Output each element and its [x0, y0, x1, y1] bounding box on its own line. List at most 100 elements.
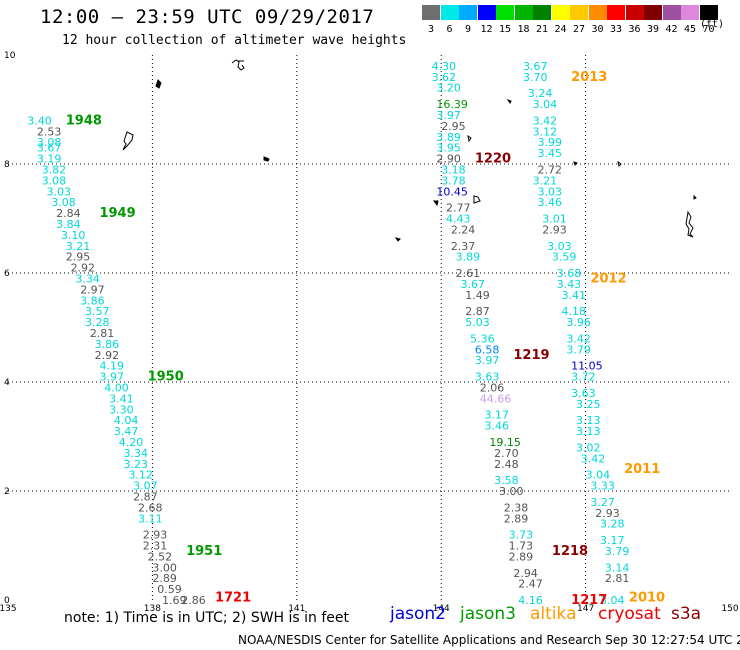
wave-height-value: 3.00	[152, 561, 177, 574]
wave-height-value: 2.77	[446, 202, 471, 215]
legend-label: 70	[702, 24, 715, 35]
wave-height-value: 2.48	[494, 458, 519, 471]
wave-height-value: 3.58	[494, 474, 519, 487]
x-tick-label: 150	[721, 604, 738, 614]
island-shape	[155, 79, 162, 89]
wave-height-value: 2.68	[138, 501, 163, 514]
y-tick-label: 2	[4, 487, 10, 497]
wave-height-value: 3.57	[85, 305, 110, 318]
legend-label: 3	[428, 24, 435, 35]
wave-height-value: 2.87	[465, 305, 490, 318]
wave-height-value: 4.43	[446, 213, 471, 226]
wave-height-value: 2.93	[143, 529, 168, 542]
wave-height-value: 3.95	[436, 142, 461, 155]
pass-time-label: 1219	[513, 348, 549, 363]
wave-height-value: 3.03	[547, 240, 572, 253]
legend-label: 15	[499, 24, 512, 35]
wave-height-value: 3.07	[133, 480, 158, 493]
legend-label: 6	[446, 24, 453, 35]
legend-swatch	[496, 5, 514, 20]
island-shape	[617, 160, 622, 167]
wave-height-value: 3.34	[75, 272, 100, 285]
pass-time-label: 1217	[571, 593, 607, 608]
wave-height-value: 3.28	[85, 316, 110, 329]
legend-label: 39	[647, 24, 660, 35]
wave-height-value: 2.81	[90, 327, 115, 340]
pass-time-label: 1218	[552, 544, 588, 559]
wave-height-value: 2.47	[518, 578, 543, 591]
pass-time-label: 1220	[475, 152, 511, 167]
wave-height-value: 3.67	[460, 278, 485, 291]
wave-height-value: 3.97	[99, 371, 124, 384]
x-tick-label: 141	[288, 604, 305, 614]
wave-height-value: 2.61	[456, 267, 481, 280]
legend-swatch	[588, 5, 607, 20]
wave-height-value: 3.72	[571, 371, 596, 384]
wave-height-value: 3.40	[27, 114, 52, 127]
wave-height-value: 3.89	[456, 251, 481, 264]
y-tick-label: 10	[4, 51, 16, 61]
wave-height-value: 2.37	[451, 240, 476, 253]
wave-height-value: 2.24	[451, 223, 476, 236]
land-islands	[122, 59, 697, 242]
island-shape	[467, 134, 472, 143]
wave-height-value: 3.30	[109, 403, 134, 416]
wave-height-value: 3.41	[109, 392, 134, 405]
page-subtitle: 12 hour collection of altimeter wave hei…	[62, 33, 407, 48]
island-shape	[122, 131, 134, 151]
wave-height-value: 2.89	[509, 550, 534, 563]
satellite-legend-cryosat: cryosat	[598, 604, 661, 624]
wave-height-value: 3.12	[533, 125, 558, 138]
x-tick-label: 147	[577, 604, 594, 614]
wave-height-value: 3.25	[576, 398, 601, 411]
wave-height-value: 3.21	[533, 174, 558, 187]
wave-height-value: 2.90	[436, 153, 461, 166]
wave-height-value: 4.00	[104, 381, 128, 394]
legend-swatch	[570, 5, 588, 20]
wave-height-value: 3.08	[51, 196, 76, 209]
wave-height-value: 3.86	[95, 338, 120, 351]
legend-label: 9	[465, 24, 472, 35]
page-title: 12:00 – 23:59 UTC 09/29/2017	[40, 6, 375, 28]
wave-height-value: 2.53	[37, 125, 62, 138]
wave-height-value: 3.13	[576, 425, 601, 438]
island-shape	[506, 99, 512, 104]
wave-height-value: 3.73	[509, 529, 534, 542]
legend-swatch	[459, 5, 477, 20]
wave-height-value: 3.82	[42, 163, 66, 176]
wave-height-value: 4.19	[99, 360, 124, 373]
wave-height-value: 3.79	[566, 343, 591, 356]
wave-height-value: 3.08	[42, 174, 66, 187]
legend-label: 45	[684, 24, 697, 35]
wave-height-value: 6.58	[475, 343, 500, 356]
wave-height-value: 3.63	[475, 371, 500, 384]
wave-height-value: 3.17	[600, 534, 625, 547]
legend-swatch	[533, 5, 551, 20]
wave-height-value: 3.99	[537, 136, 562, 149]
wave-height-value: 2.93	[542, 223, 567, 236]
wave-height-value: 1.69	[162, 594, 187, 607]
wave-height-value: 3.17	[485, 409, 510, 422]
wave-height-value: 3.63	[571, 387, 596, 400]
pass-time-label: 1950	[148, 370, 184, 385]
wave-height-value: 2.31	[143, 540, 168, 553]
y-tick-label: 4	[4, 378, 10, 388]
x-tick-label: 144	[433, 604, 450, 614]
wave-height-value: 16.39	[436, 98, 468, 111]
axis-tick-labels: 135 138 141 144 147 150 0 2 4 6 8 10	[0, 51, 739, 614]
pass-time-label: 1949	[99, 206, 135, 221]
wave-height-value: 10.45	[436, 185, 468, 198]
legend-swatch	[662, 5, 681, 20]
wave-height-value: 3.11	[138, 512, 163, 525]
wave-height-value: 2.92	[95, 349, 120, 362]
pass-time-label: 1721	[215, 590, 251, 605]
wave-height-value: 2.94	[513, 567, 538, 580]
pass-time-labels: 1948 1949 1950 1951 1721 2013 2012 2011 2010 1220…	[66, 70, 665, 608]
wave-height-value: 3.23	[124, 458, 148, 471]
wave-height-value: 3.59	[552, 251, 577, 264]
pass-time-label: 2010	[629, 590, 665, 605]
wave-height-value: 2.89	[504, 512, 528, 525]
wave-height-value: 5.03	[465, 316, 490, 329]
footer-note: note: 1) Time is in UTC; 2) SWH is in fe…	[64, 610, 350, 626]
wave-height-value: 3.42	[566, 332, 591, 345]
